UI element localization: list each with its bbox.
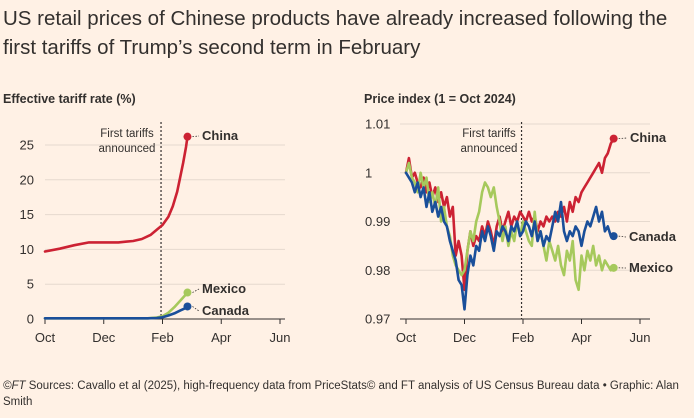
series-label-china: China [202, 128, 239, 143]
series-label-china: China [630, 130, 667, 145]
annotation-label: First tariffs [462, 128, 516, 140]
series-label-canada: Canada [202, 303, 250, 318]
annotation-label: announced [461, 143, 518, 155]
chart-headline: US retail prices of Chinese products hav… [3, 7, 668, 59]
series-endpoint-china [609, 134, 618, 143]
series-label-mexico: Mexico [629, 260, 673, 275]
x-tick-label: Feb [512, 330, 534, 345]
y-tick-label: 0 [27, 312, 34, 327]
series-line-mexico [404, 161, 615, 292]
series-label-canada: Canada [629, 229, 677, 244]
source-text: Sources: Cavallo et al (2025), high-freq… [3, 380, 679, 408]
series-line-china [43, 135, 189, 253]
source-footer: ©FT Sources: Cavallo et al (2025), high-… [3, 378, 689, 410]
y-tick-label: 5 [27, 277, 34, 292]
x-tick-label: Dec [453, 330, 477, 345]
series-endpoint-mexico [609, 263, 618, 272]
price-panel-title: Price index (1 = Oct 2024) [364, 92, 516, 106]
annotation-label: announced [99, 143, 156, 155]
label-leader [618, 137, 628, 140]
annotation-label: First tariffs [100, 128, 154, 140]
series-line-china [404, 137, 615, 292]
label-leader [192, 288, 200, 293]
series-line-canada [43, 305, 189, 320]
label-leader [618, 235, 627, 238]
series-endpoint-canada [609, 232, 618, 241]
y-tick-label: 0.98 [365, 263, 390, 278]
x-tick-label: Oct [396, 330, 417, 345]
y-tick-label: 10 [20, 242, 34, 257]
series-label-mexico: Mexico [202, 281, 246, 296]
y-tick-label: 1.01 [365, 117, 390, 132]
y-tick-label: 20 [20, 172, 34, 187]
tariff-panel-title: Effective tariff rate (%) [3, 92, 136, 106]
y-tick-label: 25 [20, 138, 34, 153]
x-tick-label: Jun [630, 330, 651, 345]
series-endpoint-canada [183, 302, 192, 311]
y-tick-label: 15 [20, 207, 34, 222]
x-tick-label: Dec [92, 330, 116, 345]
label-leader [192, 306, 200, 312]
x-tick-label: Apr [571, 330, 592, 345]
series-endpoint-mexico [183, 288, 192, 297]
x-tick-label: Apr [211, 330, 232, 345]
series-line-canada [404, 171, 615, 311]
series-endpoint-china [183, 132, 192, 141]
tariff-rate-chart: 0 5 10 15 20 25 Oct Dec Feb Apr Jun First tariffs an… [20, 122, 291, 345]
y-tick-label: 0.99 [365, 214, 390, 229]
x-tick-label: Feb [151, 330, 173, 345]
x-tick-label: Jun [270, 330, 291, 345]
copyright-mark: ©FT [3, 380, 26, 392]
x-tick-label: Oct [35, 330, 56, 345]
label-leader [192, 135, 200, 138]
y-tick-label: 1 [365, 165, 372, 180]
y-tick-label: 0.97 [365, 312, 390, 327]
price-index-chart: 0.97 0.98 0.99 1 1.01 Oct Dec Feb Apr Jun First ta… [365, 117, 677, 346]
